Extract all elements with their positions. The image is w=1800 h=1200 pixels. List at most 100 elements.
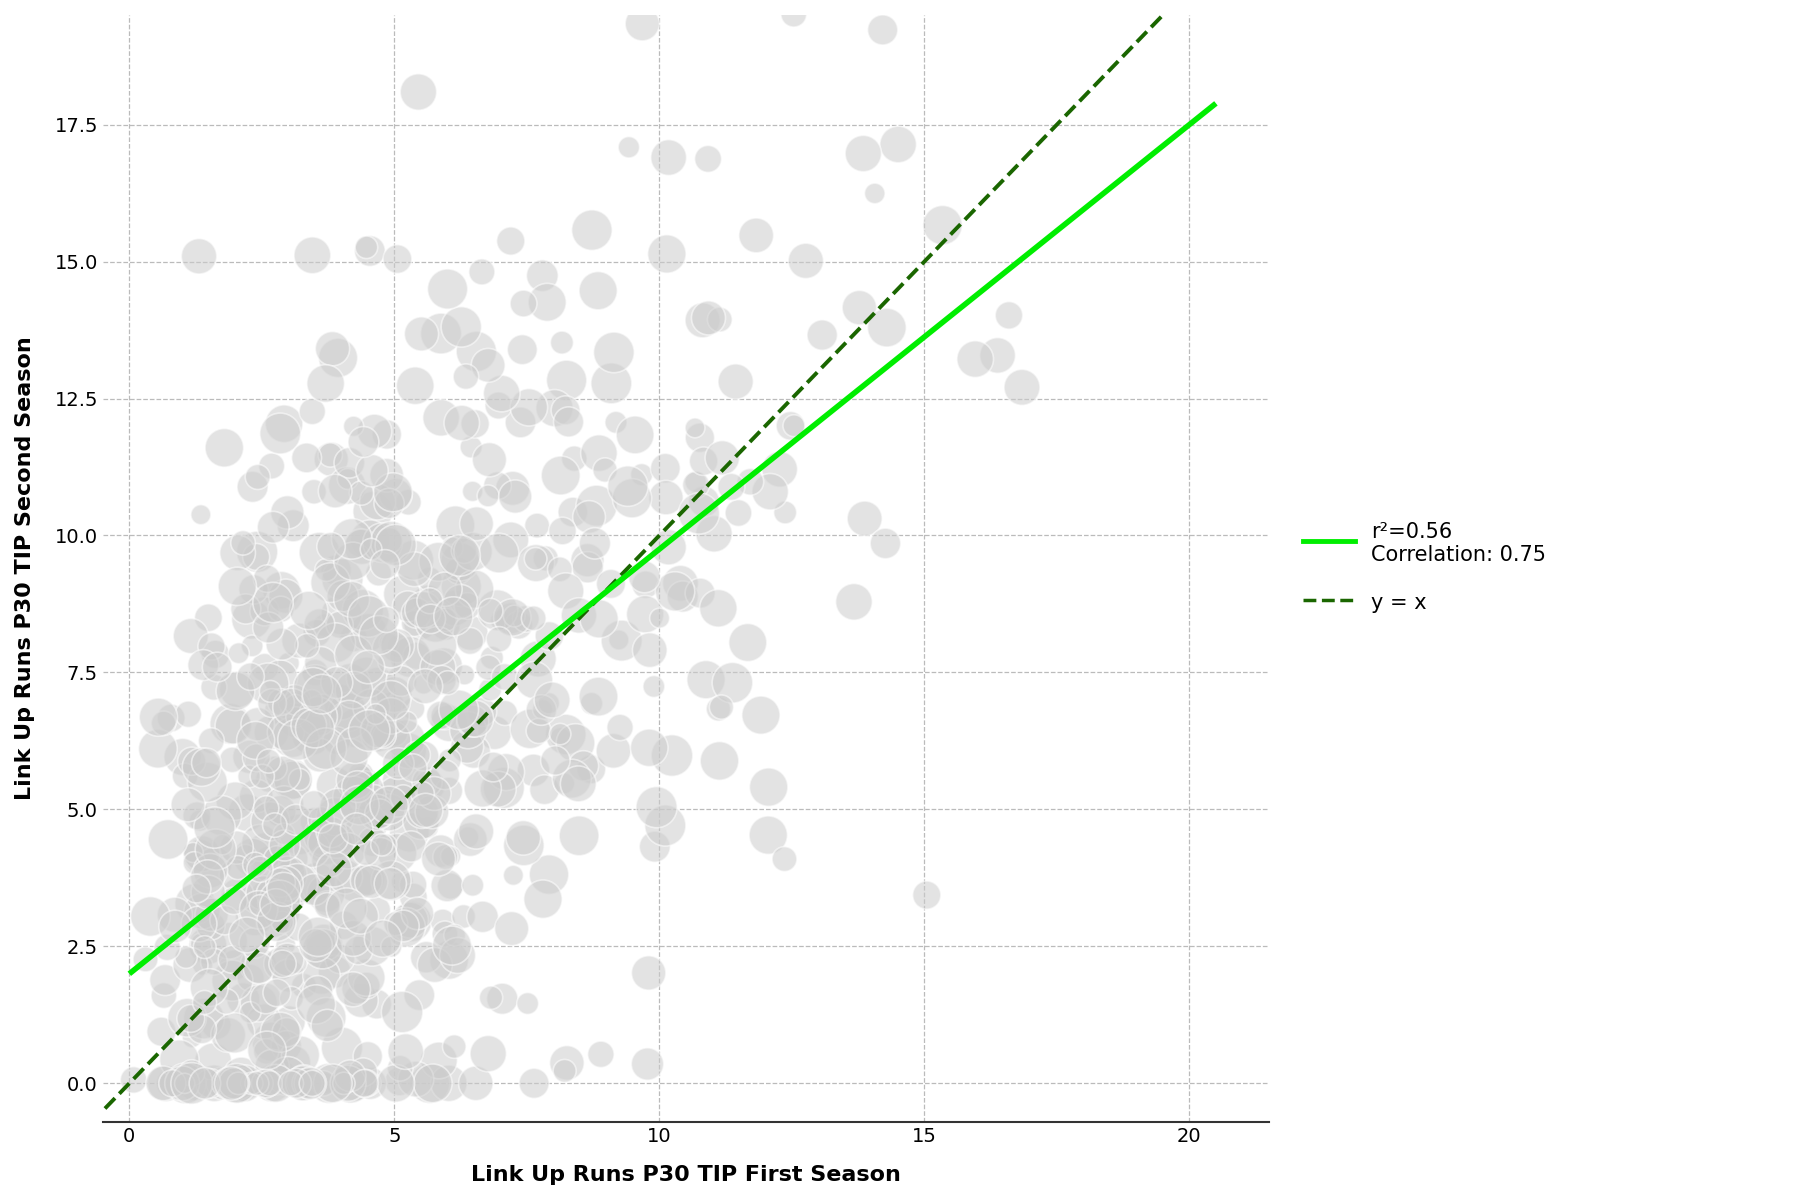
Point — [376, 731, 405, 750]
Point — [416, 610, 445, 629]
Point — [392, 713, 421, 732]
Point — [477, 648, 506, 667]
Point — [680, 419, 709, 438]
Point — [369, 726, 398, 745]
Point — [355, 623, 383, 642]
Point — [272, 587, 301, 606]
Point — [214, 1074, 243, 1093]
Point — [434, 781, 463, 800]
Y-axis label: Link Up Runs P30 TIP Second Season: Link Up Runs P30 TIP Second Season — [14, 336, 34, 800]
Point — [545, 728, 574, 748]
Point — [468, 263, 497, 282]
Point — [322, 731, 351, 750]
Point — [304, 707, 333, 726]
Point — [340, 646, 369, 665]
Point — [301, 936, 329, 955]
Point — [248, 767, 277, 786]
Point — [304, 928, 333, 947]
Point — [376, 653, 405, 672]
Point — [473, 1044, 502, 1063]
Point — [484, 544, 513, 563]
Point — [221, 1074, 250, 1093]
Point — [250, 1012, 279, 1031]
Point — [599, 742, 628, 761]
Point — [481, 724, 509, 743]
Point — [355, 607, 383, 626]
Point — [344, 941, 373, 960]
Point — [421, 612, 450, 631]
Point — [175, 704, 203, 724]
Point — [340, 770, 369, 790]
Point — [551, 401, 580, 420]
Point — [209, 835, 238, 854]
Point — [317, 823, 346, 842]
Point — [353, 976, 382, 995]
Point — [356, 540, 385, 559]
Point — [342, 718, 371, 737]
Point — [509, 294, 538, 313]
Point — [407, 811, 436, 830]
Point — [632, 575, 661, 594]
Point — [371, 554, 400, 574]
Point — [412, 773, 441, 792]
Point — [230, 1074, 259, 1093]
Point — [513, 994, 542, 1013]
Point — [311, 374, 340, 394]
Point — [455, 623, 484, 642]
Point — [499, 479, 527, 498]
Point — [337, 589, 365, 608]
Point — [202, 840, 230, 859]
Point — [396, 836, 425, 856]
Point — [416, 1074, 445, 1093]
Point — [284, 770, 313, 790]
Point — [279, 516, 308, 535]
Point — [547, 522, 576, 541]
Point — [263, 983, 292, 1002]
Point — [562, 733, 590, 752]
Point — [281, 695, 310, 714]
Point — [520, 608, 549, 628]
Point — [641, 838, 670, 857]
Point — [340, 874, 369, 893]
Point — [425, 552, 454, 571]
Point — [347, 764, 376, 784]
Point — [328, 692, 356, 712]
Point — [297, 840, 326, 859]
Point — [724, 504, 752, 523]
Point — [268, 902, 297, 922]
Point — [506, 413, 535, 432]
Point — [266, 600, 295, 619]
Point — [241, 854, 270, 874]
Point — [353, 658, 382, 677]
Point — [634, 964, 662, 983]
Point — [241, 547, 270, 566]
Point — [317, 574, 346, 593]
Point — [200, 818, 229, 838]
Point — [270, 796, 299, 815]
Point — [400, 875, 428, 894]
Point — [860, 184, 889, 203]
Point — [333, 1074, 362, 1093]
Point — [236, 748, 265, 767]
Point — [324, 348, 353, 367]
Point — [284, 631, 313, 650]
Point — [178, 1028, 207, 1048]
Point — [418, 1074, 446, 1093]
Point — [500, 606, 529, 625]
Point — [995, 306, 1024, 325]
Point — [324, 797, 353, 816]
Point — [328, 570, 356, 589]
Point — [360, 421, 389, 440]
Point — [446, 317, 475, 336]
Point — [355, 1074, 383, 1093]
Point — [551, 582, 580, 601]
Point — [779, 5, 808, 24]
Point — [355, 241, 383, 260]
Point — [268, 635, 297, 654]
Point — [292, 1074, 320, 1093]
Point — [587, 1045, 616, 1064]
Point — [266, 1022, 295, 1042]
Point — [277, 862, 306, 881]
Point — [151, 1074, 180, 1093]
Point — [299, 811, 328, 830]
